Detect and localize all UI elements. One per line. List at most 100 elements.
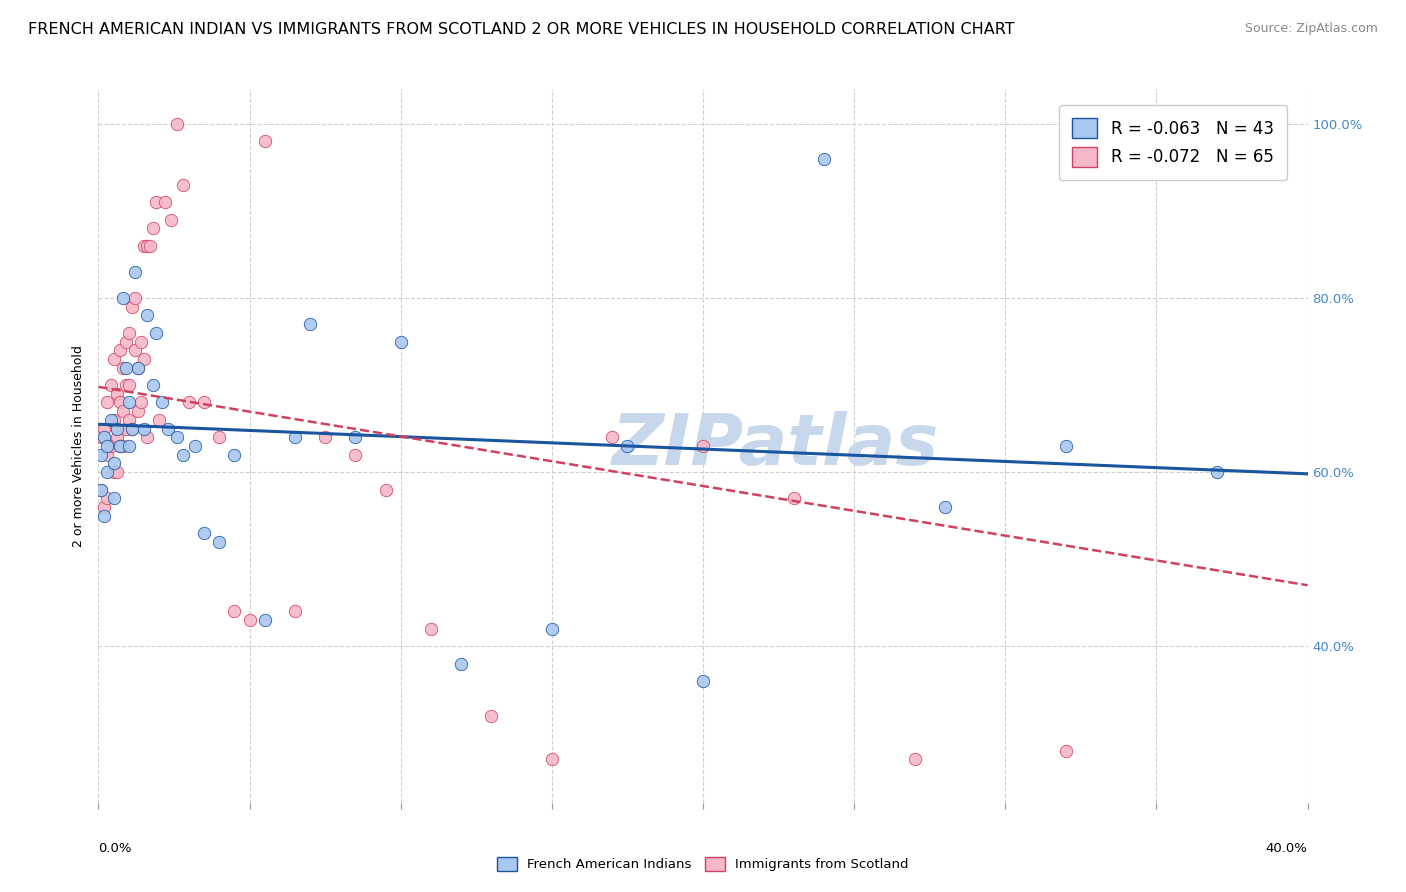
Point (90, 448, 112, 462)
Point (132, 421, 155, 435)
Point (127, 404, 149, 418)
Point (179, 395, 201, 409)
Point (193, 395, 215, 409)
Point (224, 448, 246, 462)
Point (103, 413, 125, 427)
Point (111, 439, 134, 453)
Point (692, 673, 714, 688)
Point (111, 404, 134, 418)
Point (103, 491, 125, 506)
Point (145, 195, 167, 210)
Point (129, 334, 152, 349)
Point (127, 360, 149, 375)
Point (114, 334, 136, 349)
Point (253, 135, 276, 149)
Point (344, 448, 367, 462)
Point (93, 508, 115, 523)
Point (118, 378, 141, 392)
Point (93, 421, 115, 435)
Point (108, 439, 131, 453)
Point (1054, 439, 1077, 453)
Point (118, 395, 141, 409)
Point (1054, 743, 1077, 757)
Point (108, 343, 131, 358)
Point (1206, 465, 1229, 479)
Point (121, 421, 143, 435)
Point (374, 483, 396, 497)
Point (142, 221, 165, 235)
Point (96, 395, 118, 409)
Point (124, 343, 146, 358)
Point (96, 491, 118, 506)
Point (602, 430, 624, 444)
Point (166, 430, 188, 444)
Point (108, 395, 131, 409)
Point (156, 421, 179, 435)
Text: 0.0%: 0.0% (98, 842, 132, 855)
Point (96, 465, 118, 479)
Point (135, 309, 157, 323)
Point (100, 413, 122, 427)
Point (90, 483, 112, 497)
Point (540, 622, 562, 636)
Point (540, 752, 562, 766)
Point (172, 448, 194, 462)
Point (132, 351, 155, 366)
Point (135, 430, 157, 444)
Point (193, 526, 215, 541)
Point (105, 421, 128, 435)
Point (224, 604, 246, 618)
Point (118, 413, 141, 427)
Point (253, 613, 276, 627)
Point (114, 421, 136, 435)
Point (239, 613, 262, 627)
Point (103, 351, 125, 366)
Point (148, 413, 170, 427)
Point (160, 212, 183, 227)
Point (420, 622, 443, 636)
Point (124, 265, 146, 279)
Point (692, 439, 714, 453)
Point (616, 439, 638, 453)
Point (111, 360, 134, 375)
Point (299, 317, 322, 331)
Point (208, 430, 231, 444)
Point (90, 483, 112, 497)
Point (127, 360, 149, 375)
Point (93, 430, 115, 444)
Point (208, 534, 231, 549)
Point (124, 291, 146, 305)
Y-axis label: 2 or more Vehicles in Household: 2 or more Vehicles in Household (72, 345, 86, 547)
Point (783, 491, 806, 506)
Point (96, 448, 118, 462)
Point (813, 152, 835, 166)
Point (100, 378, 122, 392)
Point (314, 430, 336, 444)
Point (139, 239, 162, 253)
Point (145, 326, 167, 340)
Point (118, 439, 141, 453)
Point (118, 326, 141, 340)
Text: ZIPatlas: ZIPatlas (612, 411, 939, 481)
Point (481, 708, 503, 723)
Point (105, 430, 128, 444)
Point (114, 360, 136, 375)
Point (284, 430, 307, 444)
Point (90, 430, 112, 444)
Point (934, 500, 956, 514)
Point (153, 195, 176, 210)
Point (114, 378, 136, 392)
Point (121, 421, 143, 435)
Text: 40.0%: 40.0% (1265, 842, 1308, 855)
Point (96, 439, 118, 453)
Point (389, 334, 412, 349)
Point (135, 239, 157, 253)
Point (103, 457, 125, 471)
Legend: R = -0.063   N = 43, R = -0.072   N = 65: R = -0.063 N = 43, R = -0.072 N = 65 (1059, 104, 1286, 180)
Legend: French American Indians, Immigrants from Scotland: French American Indians, Immigrants from… (492, 852, 914, 877)
Point (103, 465, 125, 479)
Text: FRENCH AMERICAN INDIAN VS IMMIGRANTS FROM SCOTLAND 2 OR MORE VEHICLES IN HOUSEHO: FRENCH AMERICAN INDIAN VS IMMIGRANTS FRO… (28, 22, 1015, 37)
Point (105, 386, 128, 401)
Point (132, 239, 155, 253)
Point (284, 604, 307, 618)
